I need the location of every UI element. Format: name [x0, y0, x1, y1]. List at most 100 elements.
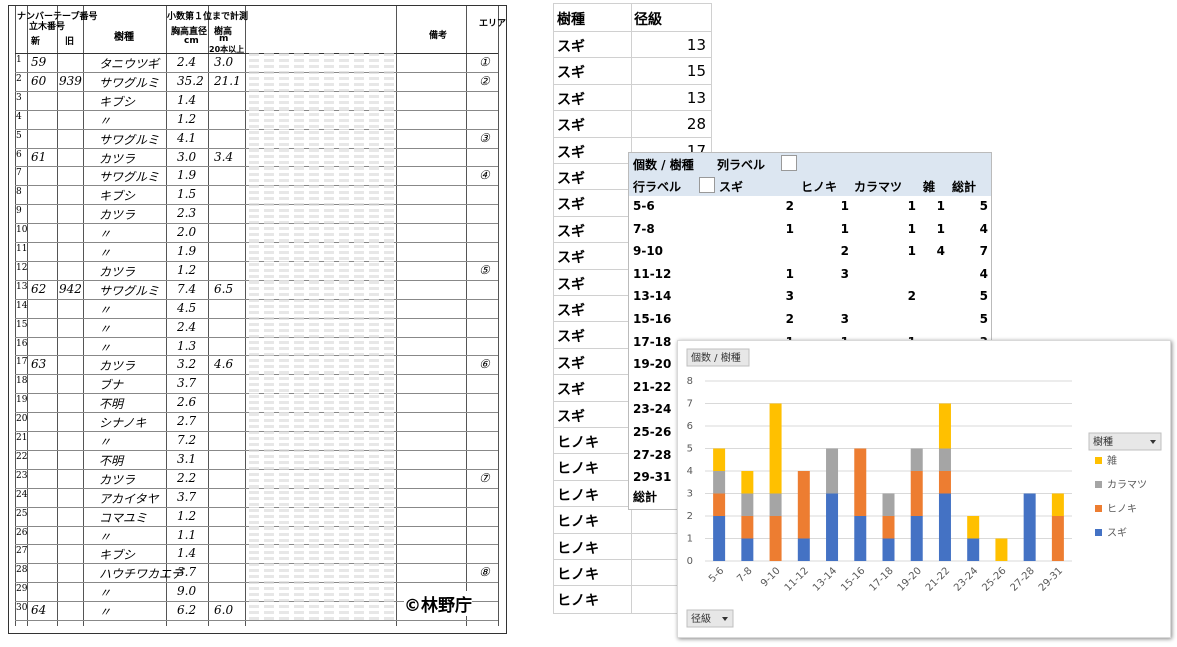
legend-label: カラマツ — [1107, 479, 1147, 491]
bar-segment — [910, 471, 923, 516]
legend-swatch — [1095, 529, 1102, 536]
form-cell: 5 — [16, 130, 22, 141]
form-header: 新 — [31, 37, 41, 47]
y-tick-label: 2 — [687, 511, 693, 522]
pivot-header: 個数 / 樹種 — [633, 158, 694, 172]
sheet-header: 樹種 — [557, 12, 585, 28]
form-cell: 1.4 — [177, 92, 197, 107]
field-button-label[interactable]: 径級 — [691, 612, 711, 625]
bar-segment — [854, 448, 867, 516]
form-cell: コマユミ — [99, 510, 148, 525]
sheet-cell: スギ — [557, 197, 585, 214]
form-line — [27, 6, 28, 626]
credit: ©林野庁 — [404, 591, 472, 616]
form-line — [15, 6, 16, 626]
form-cell: 21.1 — [214, 73, 241, 88]
form-cell: 〃 — [99, 113, 112, 128]
dropdown[interactable] — [781, 155, 797, 171]
bar-segment — [910, 516, 923, 561]
legend-label: ヒノキ — [1107, 503, 1137, 515]
pivot-row-label: 23-24 — [633, 402, 672, 417]
form-line — [208, 6, 209, 626]
y-tick-label: 0 — [687, 556, 693, 567]
y-tick-label: 1 — [687, 534, 693, 545]
form-line — [57, 6, 58, 626]
pivot-cell: 1 — [936, 221, 945, 236]
bar-segment — [995, 538, 1008, 561]
form-cell: 939 — [59, 73, 82, 88]
form-print — [339, 53, 349, 620]
sheet-line — [554, 110, 711, 112]
bar-segment — [910, 448, 923, 471]
form-cell: 30 — [16, 603, 28, 614]
pivot-cell: 7 — [979, 244, 988, 259]
pivot-cell: 5 — [979, 289, 988, 304]
form-cell: 9.0 — [177, 584, 197, 599]
form-cell: 22 — [16, 451, 28, 462]
form-cell: 1.9 — [177, 168, 197, 183]
sheet-cell: スギ — [557, 355, 585, 372]
form-cell: 19 — [16, 395, 28, 406]
form-cell: 6.2 — [177, 603, 197, 618]
sheet-line — [554, 57, 711, 59]
sheet-cell: スギ — [557, 250, 585, 267]
form-cell: 35.2 — [177, 73, 204, 88]
sheet-cell: スギ — [557, 303, 585, 319]
pivot-cell: 3 — [840, 266, 849, 281]
form-cell: 7.2 — [177, 433, 197, 447]
form-cell: 18 — [16, 376, 28, 387]
pivot-cell: 5 — [979, 199, 988, 213]
form-cell: 3.0 — [177, 149, 197, 164]
legend-swatch — [1095, 505, 1102, 512]
sheet-cell: スギ — [557, 144, 585, 161]
sheet-cell: ヒノキ — [557, 514, 599, 531]
field-button[interactable] — [1088, 432, 1162, 451]
pivot-row-label: 17-18 — [633, 334, 672, 349]
form-cell: 23 — [16, 470, 28, 481]
sheet-cell: ヒノキ — [557, 487, 599, 504]
form-cell: ④ — [479, 168, 490, 183]
pivot-cell: 1 — [907, 221, 916, 236]
sheet-cell: スギ — [557, 223, 585, 240]
field-button[interactable] — [686, 609, 734, 628]
sheet-cell: スギ — [557, 39, 585, 55]
bar-segment — [882, 516, 895, 539]
form-cell: 62 — [31, 281, 47, 296]
form-cell: 9 — [16, 206, 22, 217]
form-cell: 2.3 — [177, 206, 197, 221]
y-tick-label: 7 — [687, 399, 693, 410]
bar-segment — [713, 516, 726, 561]
sheet-cell: 13 — [686, 36, 706, 54]
bar-segment — [1023, 493, 1036, 561]
form-cell: 26 — [16, 527, 28, 538]
field-button-label[interactable]: 樹種 — [1093, 435, 1113, 448]
form-cell: 7.4 — [177, 281, 197, 296]
form-cell: キブシ — [99, 94, 136, 109]
pivot-row-label: 総計 — [633, 489, 658, 504]
pivot-row-label: 19-20 — [633, 357, 672, 372]
form-cell: 3.1 — [177, 451, 197, 466]
form-line — [245, 6, 246, 626]
dropdown-arrow — [1150, 440, 1156, 444]
form-cell: キブシ — [99, 189, 136, 204]
sheet-cell: ヒノキ — [557, 567, 599, 583]
form-header: 胸高直径 — [171, 27, 208, 37]
form-cell: カツラ — [99, 264, 136, 279]
sheet-line — [554, 559, 711, 560]
form-cell: 3.2 — [177, 357, 197, 372]
bar-segment — [938, 448, 951, 471]
pivot-cell: 2 — [785, 199, 794, 213]
form-cell: 20 — [16, 414, 28, 425]
form-header: 樹種 — [114, 32, 134, 43]
form-print — [249, 53, 259, 620]
pivot-column: ヒノキ — [801, 180, 838, 194]
bar-segment — [741, 471, 754, 494]
form-cell: 4.6 — [214, 357, 234, 372]
dropdown[interactable] — [699, 177, 715, 193]
field-button[interactable] — [686, 348, 750, 367]
pivot-row-label: 11-12 — [633, 266, 672, 281]
field-button-label[interactable]: 個数 / 樹種 — [691, 351, 741, 364]
form-cell: 1.5 — [177, 187, 197, 202]
bar-segment — [797, 538, 810, 561]
form-cell: 8 — [16, 187, 22, 198]
